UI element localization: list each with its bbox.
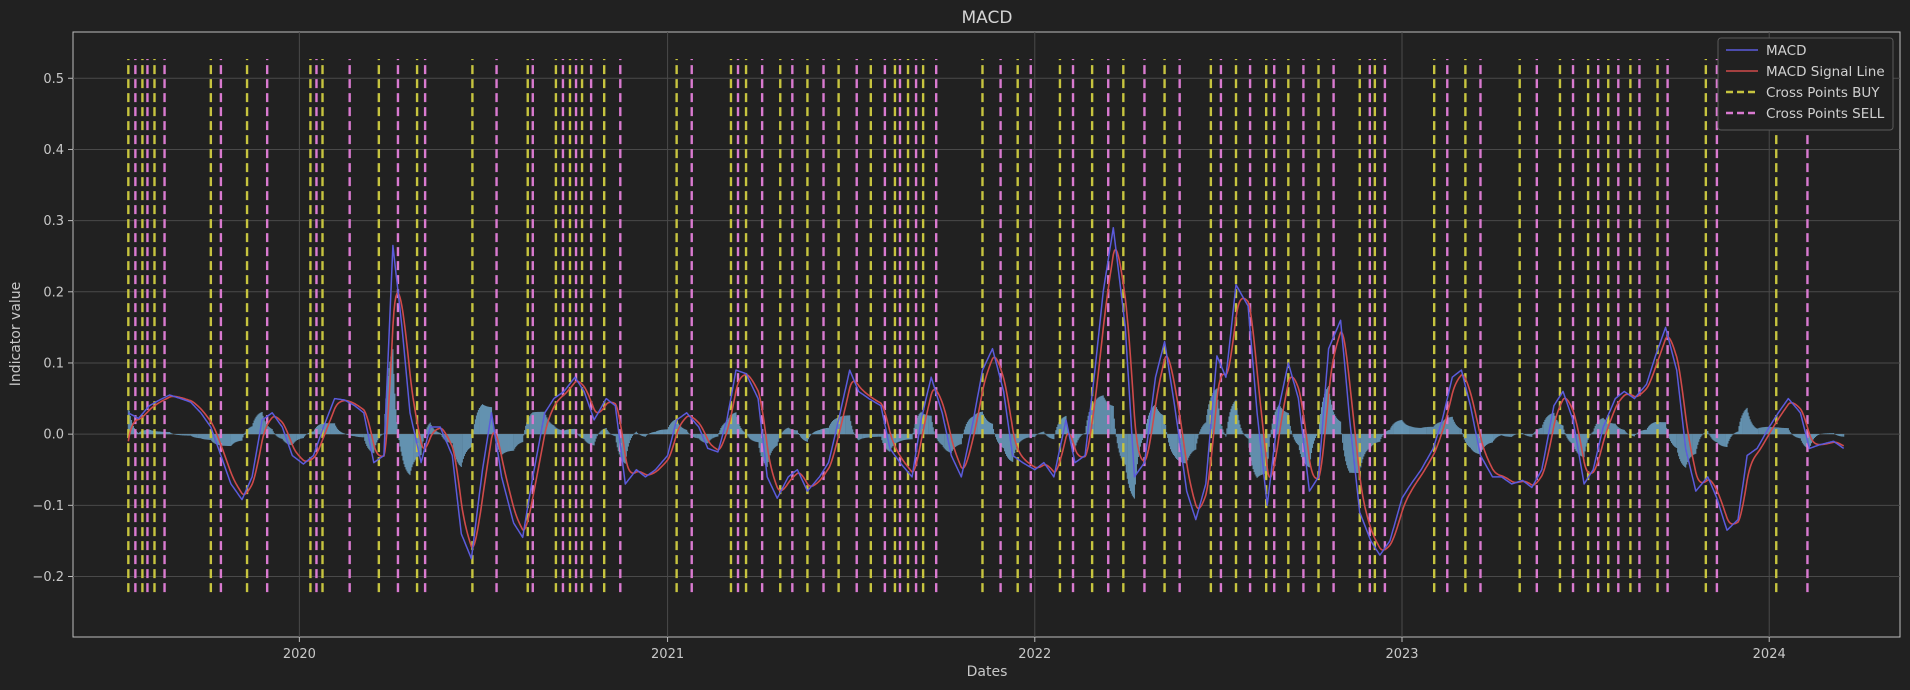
y-tick-label: 0.1 [43,356,64,371]
x-tick-label: 2023 [1385,647,1418,662]
y-tick-label: 0.0 [43,428,64,443]
x-tick-label: 2020 [283,647,316,662]
legend-label-signal: MACD Signal Line [1766,64,1885,80]
x-tick-label: 2024 [1753,647,1786,662]
y-tick-label: −0.2 [32,570,64,585]
signal-line [127,248,1845,551]
plot-area [72,31,1901,638]
y-tick-label: −0.1 [32,499,64,514]
y-tick-label: 0.2 [43,285,64,300]
legend-box [1717,37,1894,131]
y-tick-label: 0.5 [43,72,64,87]
y-tick-label: 0.3 [43,214,64,229]
legend-label-buy: Cross Points BUY [1766,85,1880,101]
x-tick-label: 2022 [1018,647,1051,662]
legend-label-macd: MACD [1766,43,1806,59]
legend-label-sell: Cross Points SELL [1766,106,1885,122]
y-axis-label: Indicator value [8,282,24,387]
y-tick-label: 0.4 [43,143,64,158]
axis-ticks: 2020 2021 2022 2023 2024 −0.2 −0.1 0.0 0.1 0.2 0.3… [32,72,1785,662]
chart-title: MACD [962,8,1013,28]
indicator-lines [127,226,1845,560]
chart-legend: MACD MACD Signal Line Cross Points BUY C… [1717,37,1894,131]
x-axis-label: Dates [967,664,1008,680]
x-tick-label: 2021 [651,647,684,662]
macd-line [127,226,1845,560]
